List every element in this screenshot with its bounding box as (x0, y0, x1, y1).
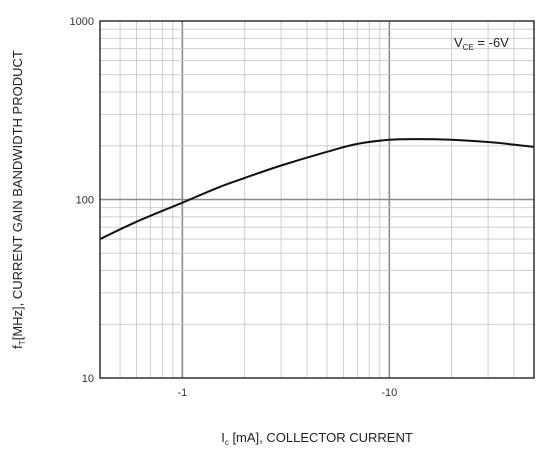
vce-annotation: VCE = -6V (454, 35, 509, 52)
tick-labels: -1 -10 10 100 1000 (70, 16, 398, 399)
y-tick-label: 10 (82, 373, 94, 385)
plot-frame (99, 20, 535, 379)
grid (100, 21, 534, 378)
vce-annotation-text: VCE = -6V (454, 35, 509, 52)
ft-vs-ic-curve (99, 138, 535, 241)
y-axis-title: fT[MHz], CURRENT GAIN BANDWIDTH PRODUCT (10, 50, 27, 349)
y-tick-label: 1000 (70, 16, 94, 28)
y-tick-label: 100 (76, 195, 94, 207)
x-axis-title: Ic [mA], COLLECTOR CURRENT (221, 430, 413, 447)
x-tick-label: -10 (381, 387, 397, 399)
x-tick-label: -1 (177, 387, 187, 399)
curve-layer (99, 138, 535, 241)
